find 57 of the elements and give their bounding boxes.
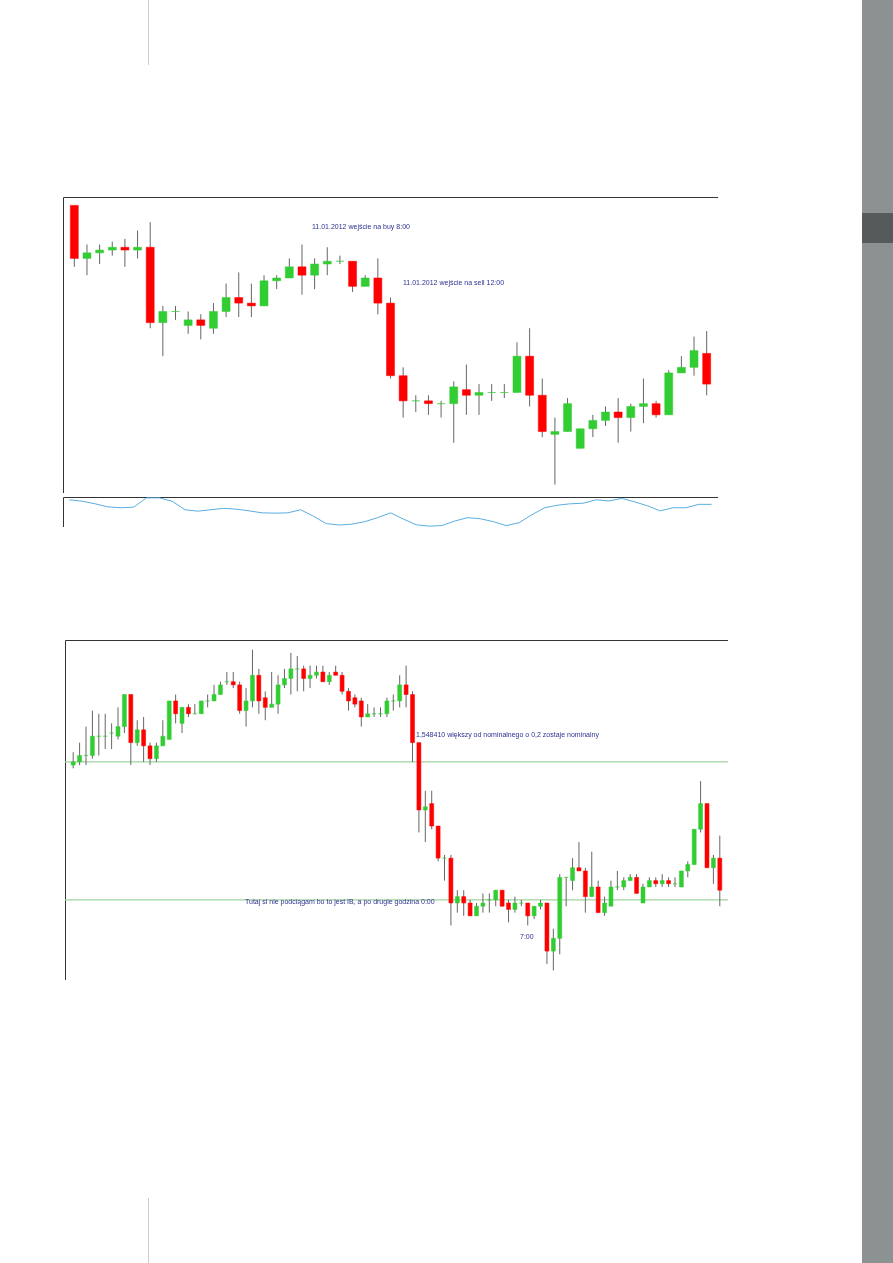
candlestick xyxy=(487,892,492,914)
candlestick xyxy=(82,243,92,276)
candlestick xyxy=(639,378,648,424)
candlestick xyxy=(158,305,168,357)
candlestick xyxy=(411,394,421,413)
candlestick xyxy=(589,851,595,898)
candlestick xyxy=(613,397,623,444)
candlestick xyxy=(171,305,180,321)
candlestick xyxy=(550,417,560,486)
candlestick xyxy=(120,238,130,268)
candlestick xyxy=(297,243,307,296)
candlestick xyxy=(442,854,447,882)
candlestick xyxy=(371,706,377,718)
candlestick xyxy=(221,283,231,318)
candlestick xyxy=(209,302,218,335)
candlestick xyxy=(310,257,319,290)
candlestick xyxy=(335,255,345,265)
candlestick xyxy=(133,230,142,259)
candlestick xyxy=(192,703,198,715)
candlestick xyxy=(455,889,460,914)
candlestick xyxy=(301,665,306,692)
candlestick xyxy=(634,873,639,894)
candlestick xyxy=(449,380,458,444)
candlestick xyxy=(500,383,509,399)
candlestick xyxy=(462,364,471,416)
candlestick xyxy=(183,310,193,335)
candlestick xyxy=(689,336,699,377)
candlestick xyxy=(423,790,428,843)
candlestick xyxy=(179,706,185,734)
candlestick xyxy=(96,713,102,756)
candlestick xyxy=(102,713,108,750)
candlestick xyxy=(224,671,230,686)
candlestick xyxy=(601,405,610,427)
candlestick xyxy=(323,246,332,276)
candlestick xyxy=(234,271,243,318)
candlestick xyxy=(134,719,140,747)
candlestick xyxy=(672,876,678,888)
candlestick xyxy=(525,902,530,926)
candlestick xyxy=(83,726,89,766)
candlestick xyxy=(570,857,575,891)
candlestick xyxy=(563,876,569,907)
candlestick xyxy=(196,313,206,340)
candlestick xyxy=(285,257,294,279)
candlestick xyxy=(95,243,104,265)
candlestick xyxy=(90,710,95,760)
candlestick xyxy=(247,283,256,318)
candlestick xyxy=(588,414,598,438)
candlestick xyxy=(378,706,383,718)
candlestick xyxy=(575,428,585,449)
candlestick xyxy=(474,383,484,416)
candlestick xyxy=(436,400,446,419)
candlestick xyxy=(173,694,178,724)
candlestick xyxy=(626,403,636,433)
candlestick xyxy=(711,854,716,885)
candlestick xyxy=(397,674,402,708)
candlestick xyxy=(424,394,433,416)
candlestick xyxy=(487,383,496,402)
